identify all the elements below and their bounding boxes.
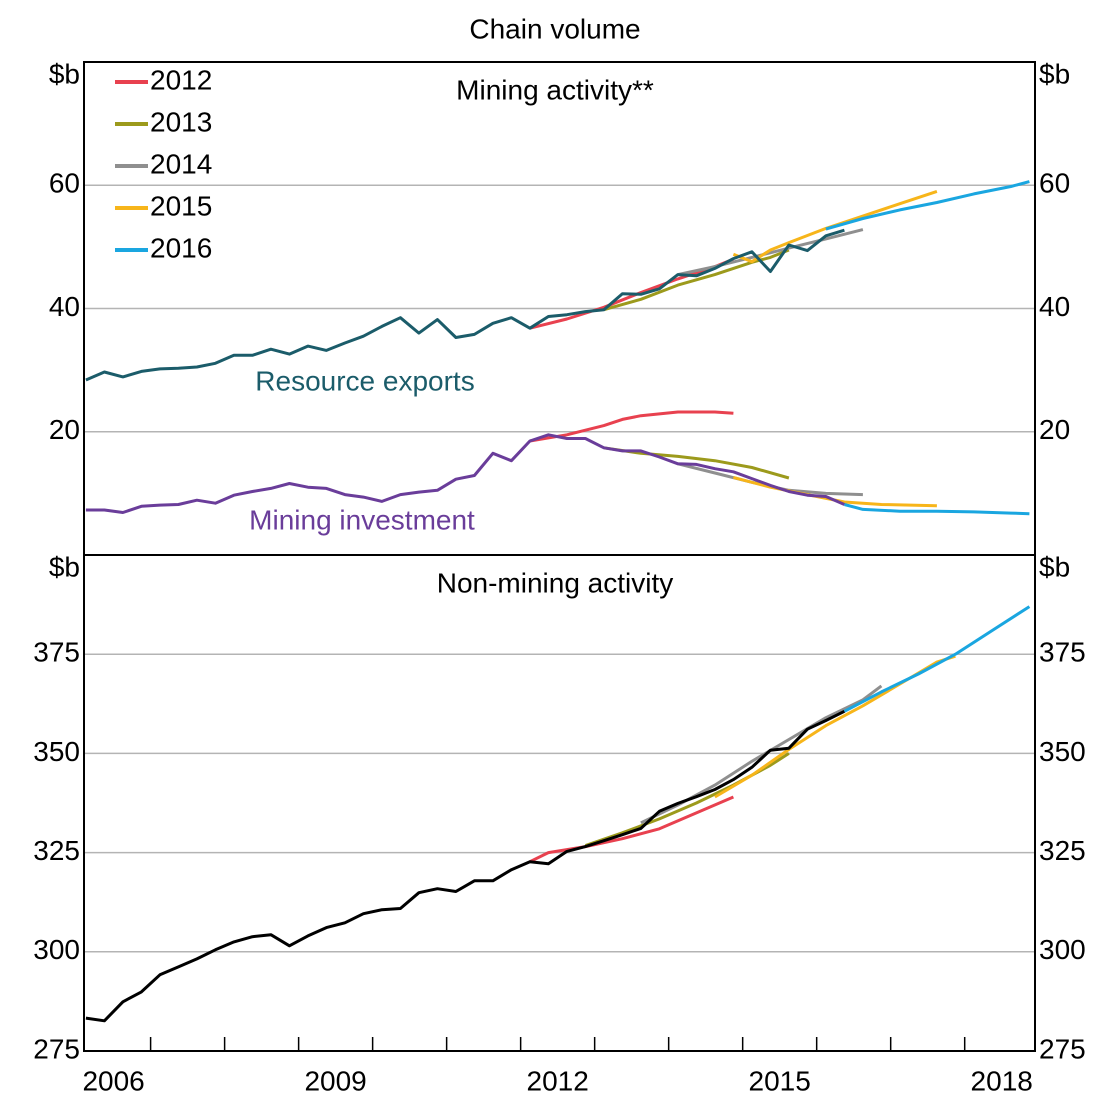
forecast-line bbox=[677, 228, 864, 277]
y-tick-label: 350 bbox=[33, 736, 80, 767]
x-tick-label: 2018 bbox=[971, 1065, 1033, 1096]
y-tick-label-right: 300 bbox=[1039, 934, 1086, 965]
y-tick-label: 275 bbox=[33, 1033, 80, 1064]
x-tick-label: 2006 bbox=[82, 1065, 144, 1096]
y-unit-right: $b bbox=[1039, 58, 1070, 89]
forecast-line bbox=[677, 462, 863, 497]
panel-title: Mining activity** bbox=[456, 74, 654, 105]
panel-title: Non-mining activity bbox=[437, 567, 674, 598]
series-line bbox=[85, 228, 845, 382]
x-tick-label: 2012 bbox=[527, 1065, 589, 1096]
y-tick-label: 325 bbox=[33, 835, 80, 866]
y-tick-label: 375 bbox=[33, 637, 80, 668]
chart-subtitle: Chain volume bbox=[469, 13, 640, 44]
x-tick-label: 2015 bbox=[749, 1065, 811, 1096]
forecast-line bbox=[714, 654, 956, 799]
y-tick-label-right: 350 bbox=[1039, 736, 1086, 767]
y-unit: $b bbox=[49, 58, 80, 89]
y-tick-label: 40 bbox=[49, 291, 80, 322]
legend-label: 2012 bbox=[150, 64, 212, 95]
y-tick-label-right: 20 bbox=[1039, 414, 1070, 445]
forecast-line bbox=[529, 410, 734, 443]
plot-frame bbox=[83, 61, 1036, 1052]
forecast-line bbox=[603, 248, 790, 312]
forecast-line bbox=[732, 189, 938, 264]
legend-label: 2013 bbox=[150, 106, 212, 137]
x-tick-label: 2009 bbox=[304, 1065, 366, 1096]
y-tick-label: 20 bbox=[49, 414, 80, 445]
series-annotation: Mining investment bbox=[249, 504, 475, 535]
y-tick-label: 300 bbox=[33, 934, 80, 965]
y-tick-label-right: 375 bbox=[1039, 637, 1086, 668]
legend-label: 2015 bbox=[150, 190, 212, 221]
legend-label: 2014 bbox=[150, 148, 212, 179]
y-tick-label-right: 325 bbox=[1039, 835, 1086, 866]
y-tick-label: 60 bbox=[49, 168, 80, 199]
forecast-line bbox=[844, 503, 1030, 516]
y-tick-label-right: 40 bbox=[1039, 291, 1070, 322]
series-line bbox=[85, 709, 846, 1023]
forecast-line bbox=[843, 605, 1031, 713]
y-unit-right: $b bbox=[1039, 551, 1070, 582]
y-unit: $b bbox=[49, 551, 80, 582]
legend-label: 2016 bbox=[150, 232, 212, 263]
forecast-line bbox=[584, 752, 790, 847]
y-tick-label-right: 60 bbox=[1039, 168, 1070, 199]
series-line bbox=[85, 433, 845, 514]
forecast-line bbox=[825, 180, 1030, 231]
series-annotation: Resource exports bbox=[255, 365, 474, 396]
forecast-line bbox=[529, 795, 734, 864]
forecast-line bbox=[733, 475, 937, 508]
y-tick-label-right: 275 bbox=[1039, 1033, 1086, 1064]
